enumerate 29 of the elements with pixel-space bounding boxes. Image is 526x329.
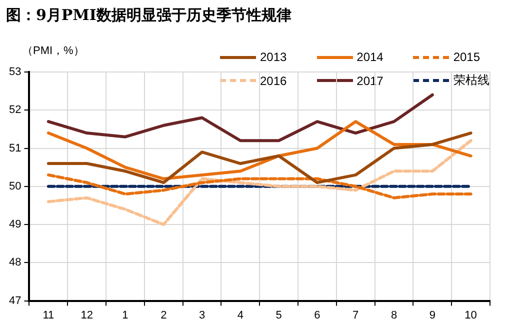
legend-label: 2013 xyxy=(260,50,287,64)
y-tick-label: 49 xyxy=(8,218,22,231)
x-tick-label: 5 xyxy=(276,309,282,322)
x-tick-label: 6 xyxy=(314,309,320,322)
y-tick-label: 48 xyxy=(8,256,22,269)
legend-label: 2015 xyxy=(453,50,480,64)
line-series xyxy=(46,139,472,226)
x-tick-label: 8 xyxy=(390,309,398,322)
x-tick-label: 2 xyxy=(160,309,167,322)
y-tick-label: 47 xyxy=(8,294,22,307)
legend-label: 2017 xyxy=(356,74,384,88)
line-series xyxy=(46,173,472,200)
y-tick-label: 53 xyxy=(8,66,22,78)
x-tick-label: 1 xyxy=(122,309,128,322)
x-tick-label: 7 xyxy=(352,309,359,322)
x-tick-label: 10 xyxy=(464,309,477,322)
legend-label: 荣枯线 xyxy=(453,72,490,89)
chart-title: 图：9月PMI数据明显强于历史季节性规律 xyxy=(6,6,292,25)
x-tick-label: 4 xyxy=(237,309,244,322)
y-tick-label: 52 xyxy=(8,104,22,116)
y-tick-label: 51 xyxy=(8,142,22,154)
legend-label: 2014 xyxy=(356,50,384,64)
y-axis-title: （PMI，%） xyxy=(22,44,84,58)
legend-label: 2016 xyxy=(260,74,287,88)
x-tick-label: 11 xyxy=(42,309,54,322)
x-tick-label: 9 xyxy=(429,309,436,322)
x-tick-label: 12 xyxy=(80,309,93,322)
y-tick-label: 50 xyxy=(8,180,22,192)
x-tick-label: 3 xyxy=(198,309,206,322)
